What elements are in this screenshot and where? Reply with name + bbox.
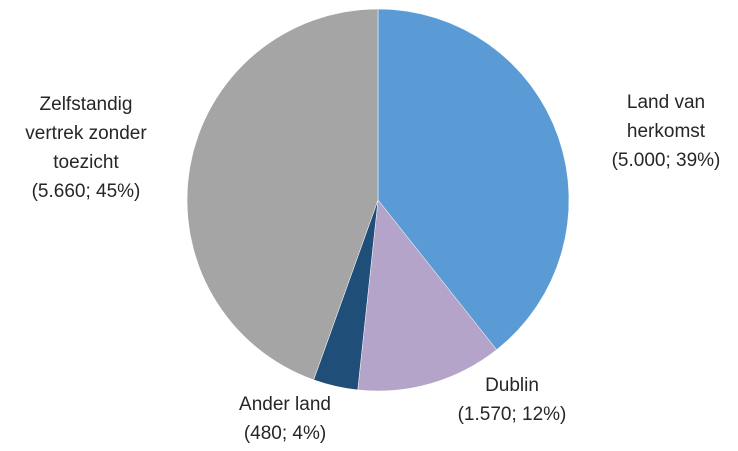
value-label: (5.000; 39%) xyxy=(612,150,721,171)
slice-label: Land van herkomst xyxy=(627,92,706,142)
label-line: toezicht xyxy=(53,152,119,173)
value-label: (1.570; 12%) xyxy=(458,404,567,425)
pie-slice xyxy=(377,8,570,351)
slice-label: Zelfstandig vertrek zonder toezicht xyxy=(25,94,147,173)
label-line: Dublin xyxy=(485,375,539,396)
value-label: (5.660; 45%) xyxy=(32,181,141,202)
value-label: (480; 4%) xyxy=(244,423,326,444)
pie-slice xyxy=(357,199,497,392)
label-line: Ander land xyxy=(239,394,331,415)
label-line: Zelfstandig xyxy=(40,94,133,115)
label-line: herkomst xyxy=(627,121,706,142)
label-line: vertrek zonder xyxy=(25,123,147,144)
pie-slice xyxy=(186,8,379,381)
label-line: Land van xyxy=(627,92,705,113)
slice-label: Dublin xyxy=(485,375,539,396)
slice-label: Ander land xyxy=(239,394,331,415)
